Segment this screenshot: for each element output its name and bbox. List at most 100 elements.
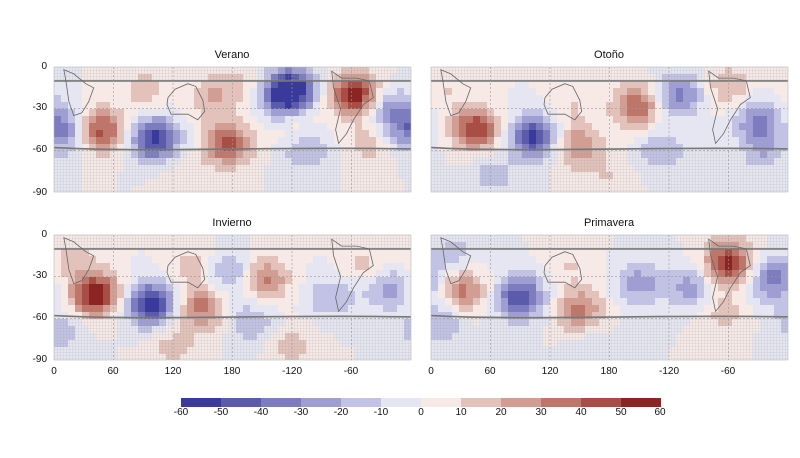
heatmap-cell	[131, 270, 139, 278]
heatmap-cell	[117, 263, 125, 271]
heatmap-cell	[662, 291, 670, 299]
heatmap-cell	[536, 277, 544, 285]
heatmap-cell	[557, 277, 565, 285]
heatmap-cell	[662, 109, 670, 117]
heatmap-cell	[145, 263, 153, 271]
heatmap-cell	[781, 291, 788, 299]
heatmap-cell	[585, 95, 593, 103]
heatmap-cell	[362, 277, 370, 285]
heatmap-cell	[180, 123, 188, 131]
heatmap-cell	[68, 116, 76, 124]
heatmap-cell	[739, 277, 747, 285]
heatmap-cell	[180, 102, 188, 110]
heatmap-cell	[655, 137, 663, 145]
heatmap-cell	[222, 291, 230, 299]
heatmap-cell	[61, 137, 69, 145]
heatmap-cell	[438, 116, 446, 124]
heatmap-cell	[760, 116, 768, 124]
heatmap-cell	[257, 270, 265, 278]
heatmap-cell	[522, 263, 530, 271]
heatmap-cell	[599, 291, 607, 299]
heatmap-cell	[774, 137, 782, 145]
heatmap-cell	[264, 88, 272, 96]
heatmap-cell	[54, 256, 62, 264]
heatmap-cell	[746, 102, 754, 110]
heatmap-cell	[648, 305, 656, 313]
heatmap-cell	[243, 249, 251, 257]
heatmap-cell	[676, 249, 684, 257]
heatmap-cell	[529, 81, 537, 89]
heatmap-cell	[390, 256, 398, 264]
heatmap-cell	[208, 123, 216, 131]
heatmap-cell	[571, 137, 579, 145]
heatmap-cell	[369, 137, 377, 145]
heatmap-cell	[390, 81, 398, 89]
heatmap-cell	[96, 88, 104, 96]
heatmap-cell	[376, 137, 384, 145]
hatch-band-north	[431, 67, 788, 81]
heatmap-cell	[494, 116, 502, 124]
heatmap-cell	[243, 298, 251, 306]
heatmap-cell	[774, 270, 782, 278]
heatmap-cell	[397, 305, 405, 313]
heatmap-cell	[746, 284, 754, 292]
heatmap-cell	[61, 270, 69, 278]
heatmap-cell	[508, 88, 516, 96]
heatmap-cell	[746, 116, 754, 124]
heatmap-cell	[313, 305, 321, 313]
heatmap-cell	[355, 270, 363, 278]
heatmap-cell	[613, 102, 621, 110]
heatmap-cell	[529, 137, 537, 145]
heatmap-cell	[606, 123, 614, 131]
heatmap-cell	[459, 109, 467, 117]
heatmap-cell	[557, 88, 565, 96]
heatmap-cell	[166, 88, 174, 96]
heatmap-cell	[571, 81, 579, 89]
heatmap-cell	[676, 130, 684, 138]
heatmap-cell	[746, 305, 754, 313]
heatmap-cell	[459, 270, 467, 278]
heatmap-cell	[557, 298, 565, 306]
heatmap-cell	[683, 249, 691, 257]
heatmap-cell	[215, 102, 223, 110]
heatmap-cell	[508, 284, 516, 292]
heatmap-cell	[634, 298, 642, 306]
heatmap-cell	[627, 284, 635, 292]
colorbar-swatches	[181, 398, 661, 407]
heatmap-cell	[82, 298, 90, 306]
heatmap-cell	[61, 305, 69, 313]
heatmap-cell	[222, 256, 230, 264]
heatmap-cell	[718, 256, 726, 264]
heatmap-cell	[334, 291, 342, 299]
heatmap-cell	[466, 102, 474, 110]
heatmap-cell	[529, 298, 537, 306]
heatmap-cell	[445, 123, 453, 131]
heatmap-cell	[641, 256, 649, 264]
heatmap-cell	[592, 130, 600, 138]
heatmap-cell	[292, 109, 300, 117]
heatmap-cell	[187, 270, 195, 278]
heatmap-cell	[529, 123, 537, 131]
heatmap-cell	[620, 130, 628, 138]
heatmap-cell	[515, 298, 523, 306]
heatmap-cell	[655, 109, 663, 117]
heatmap-cell	[159, 291, 167, 299]
heatmap-cell	[452, 305, 460, 313]
heatmap-cell	[522, 88, 530, 96]
heatmap-cell	[68, 102, 76, 110]
heatmap-cell	[82, 116, 90, 124]
heatmap-cell	[138, 270, 146, 278]
heatmap-cell	[774, 291, 782, 299]
heatmap-cell	[341, 81, 349, 89]
heatmap-cell	[138, 277, 146, 285]
heatmap-cell	[320, 256, 328, 264]
heatmap-cell	[718, 123, 726, 131]
heatmap-cell	[550, 123, 558, 131]
heatmap-cell	[180, 277, 188, 285]
heatmap-cell	[264, 81, 272, 89]
heatmap-cell	[452, 116, 460, 124]
heatmap-cell	[208, 137, 216, 145]
heatmap-cell	[445, 130, 453, 138]
heatmap-cell	[753, 95, 761, 103]
heatmap-cell	[376, 263, 384, 271]
